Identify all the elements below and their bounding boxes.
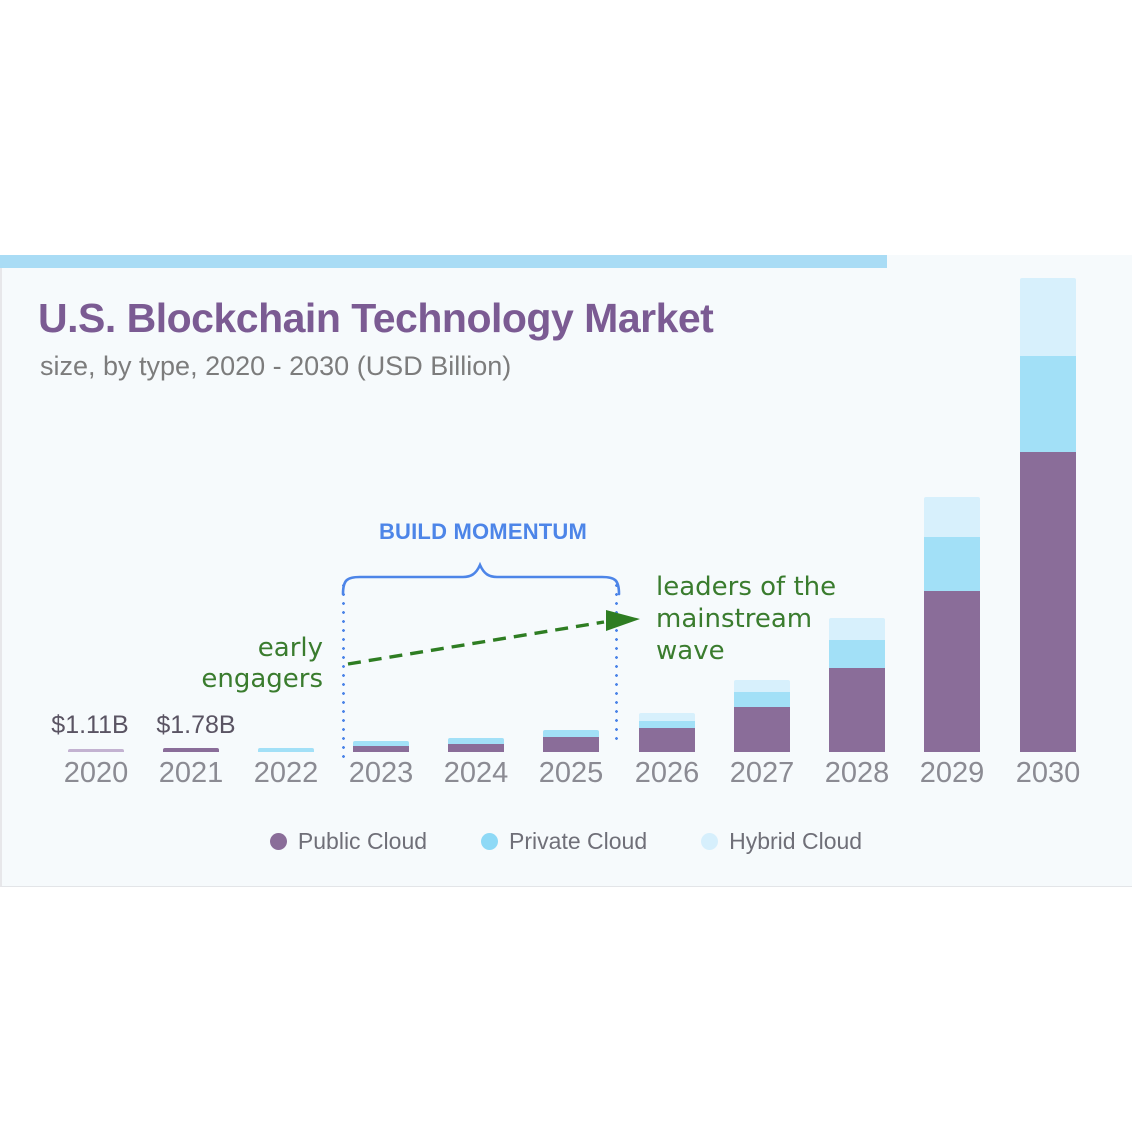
x-axis-label-2024: 2024 (443, 757, 509, 789)
data-label-2020: $1.11B (51, 711, 129, 739)
bar-segment-hybrid (1020, 278, 1076, 356)
bar-2022 (258, 748, 314, 752)
chart-subtitle: size, by type, 2020 - 2030 (USD Billion) (40, 351, 512, 381)
chart-title: U.S. Blockchain Technology Market (38, 295, 714, 341)
leaders-line2: mainstream (656, 604, 813, 634)
leaders-line1: leaders of the (656, 572, 837, 602)
early-engagers-line2: engagers (201, 664, 323, 694)
bar-segment-public (1020, 452, 1076, 752)
build-momentum-label: BUILD MOMENTUM (378, 519, 588, 544)
bar-segment-public (734, 707, 790, 752)
x-axis-label-2025: 2025 (538, 757, 604, 789)
bar-segment-private (448, 738, 504, 744)
x-axis-label-2026: 2026 (634, 757, 700, 789)
bar-segment-hybrid (734, 680, 790, 692)
legend-label: Public Cloud (297, 828, 428, 854)
bar-segment-private (1020, 356, 1076, 452)
leaders-line3: wave (656, 636, 725, 666)
brace-icon (341, 561, 621, 596)
bar-2025 (543, 730, 599, 752)
x-axis-label-2022: 2022 (253, 757, 319, 789)
bar-segment-hybrid (829, 618, 885, 640)
bar-2030 (1020, 278, 1076, 752)
bar-segment-public (924, 591, 980, 752)
bar-segment-private (258, 748, 314, 752)
early-engagers-label: early engagers (160, 633, 323, 695)
x-axis-label-2029: 2029 (919, 757, 985, 789)
legend: Public Cloud Private Cloud Hybrid Cloud (0, 828, 1132, 855)
bar-segment-public (448, 744, 504, 752)
card-accent-strip (0, 255, 887, 268)
data-label-2021: $1.78B (156, 711, 236, 739)
bar-segment-hybrid (639, 713, 695, 721)
bar-segment-hybrid (924, 497, 980, 537)
x-axis-label-2023: 2023 (348, 757, 414, 789)
legend-item-private-cloud: Private Cloud (481, 828, 647, 855)
legend-dot-icon (701, 833, 719, 850)
bar-segment-private (639, 721, 695, 728)
leaders-label: leaders of the mainstream wave (656, 571, 876, 667)
bar-segment-public_light (68, 749, 124, 752)
legend-item-public-cloud: Public Cloud (269, 828, 428, 855)
bar-2021 (163, 748, 219, 752)
legend-label: Hybrid Cloud (729, 828, 863, 854)
x-axis-label-2030: 2030 (1015, 757, 1081, 789)
x-axis-label-2027: 2027 (729, 757, 795, 789)
bar-2024 (448, 738, 504, 752)
bar-segment-private (353, 741, 409, 746)
x-axis-label-2021: 2021 (158, 757, 224, 789)
x-axis-label-2020: 2020 (63, 757, 129, 789)
bar-segment-private (543, 730, 599, 737)
bar-segment-public (163, 748, 219, 752)
x-axis-label-2028: 2028 (824, 757, 890, 789)
legend-item-hybrid-cloud: Hybrid Cloud (701, 828, 862, 855)
bar-2026 (639, 713, 695, 752)
dotted-guide-right (615, 584, 618, 746)
bar-segment-public (829, 668, 885, 752)
growth-arrow-icon (347, 610, 640, 666)
bar-segment-private (829, 640, 885, 668)
bar-segment-public (353, 746, 409, 752)
early-engagers-line1: early (257, 633, 323, 663)
bar-2029 (924, 497, 980, 752)
bar-segment-public (639, 728, 695, 752)
dotted-guide-left (342, 584, 345, 758)
bar-2028 (829, 618, 885, 752)
bar-segment-private (924, 537, 980, 591)
legend-dot-icon (269, 833, 287, 850)
bar-2023 (353, 741, 409, 752)
bar-segment-public (543, 737, 599, 752)
bar-segment-private (734, 692, 790, 707)
bar-2020 (68, 749, 124, 752)
bar-2027 (734, 680, 790, 752)
legend-dot-icon (481, 833, 499, 850)
legend-label: Private Cloud (509, 828, 648, 854)
